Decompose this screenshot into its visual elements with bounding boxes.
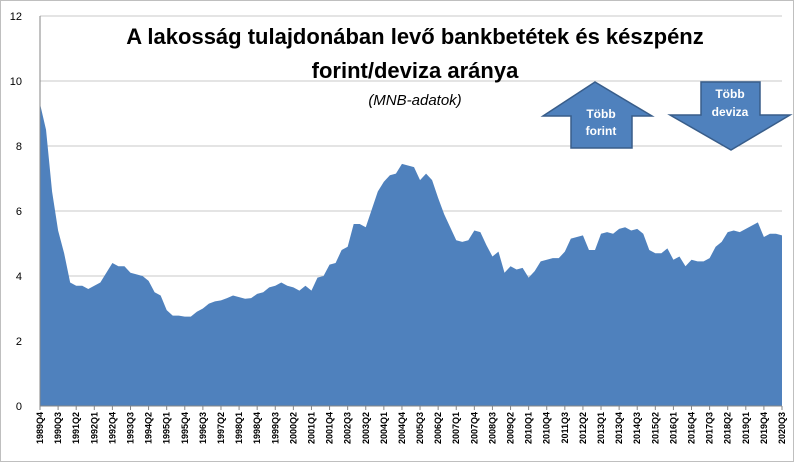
y-axis-ticks: 0 2 4 6 8 10 12: [10, 11, 22, 413]
x-tick-label: 2009Q2: [506, 412, 516, 444]
arrow-up-label-1: Több: [586, 107, 615, 121]
x-tick-label: 1993Q3: [125, 412, 135, 444]
y-tick-label: 2: [16, 336, 22, 348]
x-tick-label: 2004Q1: [379, 412, 389, 444]
arrow-down-label-2: deviza: [712, 105, 749, 119]
x-tick-label: 1990Q3: [53, 412, 63, 444]
down-arrow-shape: [667, 81, 793, 151]
arrow-up-more-forint: Több forint: [540, 81, 655, 149]
x-tick-label: 2015Q2: [650, 412, 660, 444]
x-tick-label: 2006Q2: [433, 412, 443, 444]
x-tick-label: 2016Q4: [687, 412, 697, 444]
chart-title-line-2: forint/deviza aránya: [312, 58, 519, 83]
x-tick-label: 2020Q3: [777, 412, 787, 444]
x-tick-label: 2013Q4: [614, 412, 624, 444]
x-tick-label: 2002Q3: [343, 412, 353, 444]
chart-title-line-1: A lakosság tulajdonában levő bankbetétek…: [126, 24, 704, 49]
x-tick-label: 2010Q1: [524, 412, 534, 444]
x-tick-label: 2018Q2: [723, 412, 733, 444]
x-tick-label: 2000Q2: [288, 412, 298, 444]
x-tick-label: 1992Q4: [107, 412, 117, 444]
x-tick-label: 2010Q4: [542, 412, 552, 444]
y-tick-label: 8: [16, 141, 22, 153]
y-tick-label: 12: [10, 11, 22, 23]
x-tick-label: 2001Q4: [325, 412, 335, 444]
x-tick-label: 1995Q4: [180, 412, 190, 444]
arrow-down-more-deviza: Több deviza: [667, 81, 793, 151]
x-tick-label: 1991Q2: [71, 412, 81, 444]
x-tick-label: 1992Q1: [89, 412, 99, 444]
x-tick-label: 1997Q2: [216, 412, 226, 444]
x-axis-ticks: 1989Q4 1990Q3 1991Q2 1992Q1 1992Q4 1993Q3 1994…: [35, 406, 787, 444]
x-tick-label: 1996Q3: [198, 412, 208, 444]
x-tick-label: 2017Q3: [705, 412, 715, 444]
arrow-down-label-1: Több: [715, 87, 744, 101]
x-tick-label: 2007Q1: [451, 412, 461, 444]
x-tick-label: 1995Q1: [162, 412, 172, 444]
chart-subtitle: (MNB-adatok): [368, 92, 461, 109]
x-tick-label: 2004Q4: [397, 412, 407, 444]
y-tick-label: 0: [16, 401, 22, 413]
x-tick-label: 1998Q1: [234, 412, 244, 444]
y-tick-label: 4: [16, 271, 22, 283]
x-tick-label: 2014Q3: [632, 412, 642, 444]
x-tick-label: 2001Q1: [306, 412, 316, 444]
x-tick-label: 1998Q4: [252, 412, 262, 444]
x-tick-label: 2019Q1: [741, 412, 751, 444]
area-series: [40, 103, 782, 406]
x-tick-label: 1999Q3: [270, 412, 280, 444]
x-tick-label: 2016Q1: [668, 412, 678, 444]
y-tick-label: 10: [10, 76, 22, 88]
x-tick-label: 2013Q1: [596, 412, 606, 444]
x-tick-label: 2008Q3: [487, 412, 497, 444]
x-tick-label: 2003Q2: [361, 412, 371, 444]
arrow-up-label-2: forint: [586, 124, 617, 138]
y-tick-label: 6: [16, 206, 22, 218]
x-tick-label: 2011Q3: [560, 412, 570, 444]
x-tick-label: 2019Q4: [759, 412, 769, 444]
x-tick-label: 1994Q2: [144, 412, 154, 444]
x-tick-label: 2007Q4: [469, 412, 479, 444]
x-tick-label: 2005Q3: [415, 412, 425, 444]
x-tick-label: 1989Q4: [35, 412, 45, 444]
x-tick-label: 2012Q2: [578, 412, 588, 444]
up-arrow-shape: [540, 81, 655, 149]
